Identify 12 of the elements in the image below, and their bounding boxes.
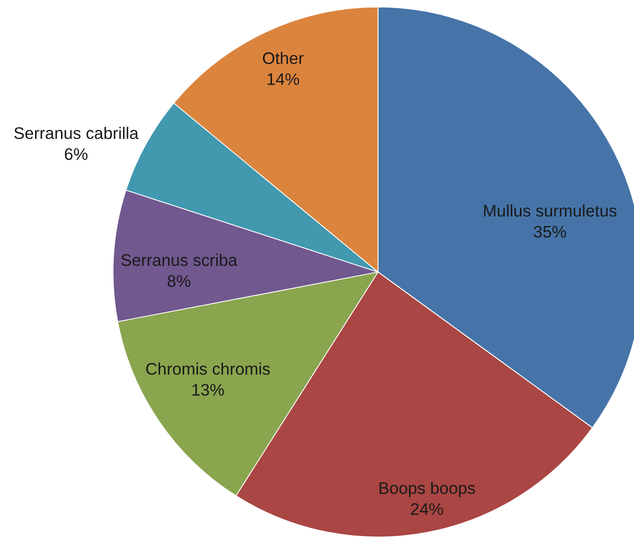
slice-label: Boops boops <box>380 482 475 498</box>
data-label: 14% <box>268 73 300 85</box>
data-label: 24% <box>411 503 443 515</box>
slice-label: Mullus surmuletus <box>484 204 616 217</box>
slice-label: Serranus cabrilla <box>14 126 139 140</box>
slice-label: Serranus scriba <box>121 254 238 266</box>
data-label: 35% <box>534 226 566 238</box>
data-label: 8% <box>168 275 190 287</box>
slice-label: Other <box>262 52 304 64</box>
data-label: 13% <box>192 384 224 396</box>
data-label: 6% <box>64 148 88 160</box>
slice-label: Chromis chromis <box>146 362 270 375</box>
